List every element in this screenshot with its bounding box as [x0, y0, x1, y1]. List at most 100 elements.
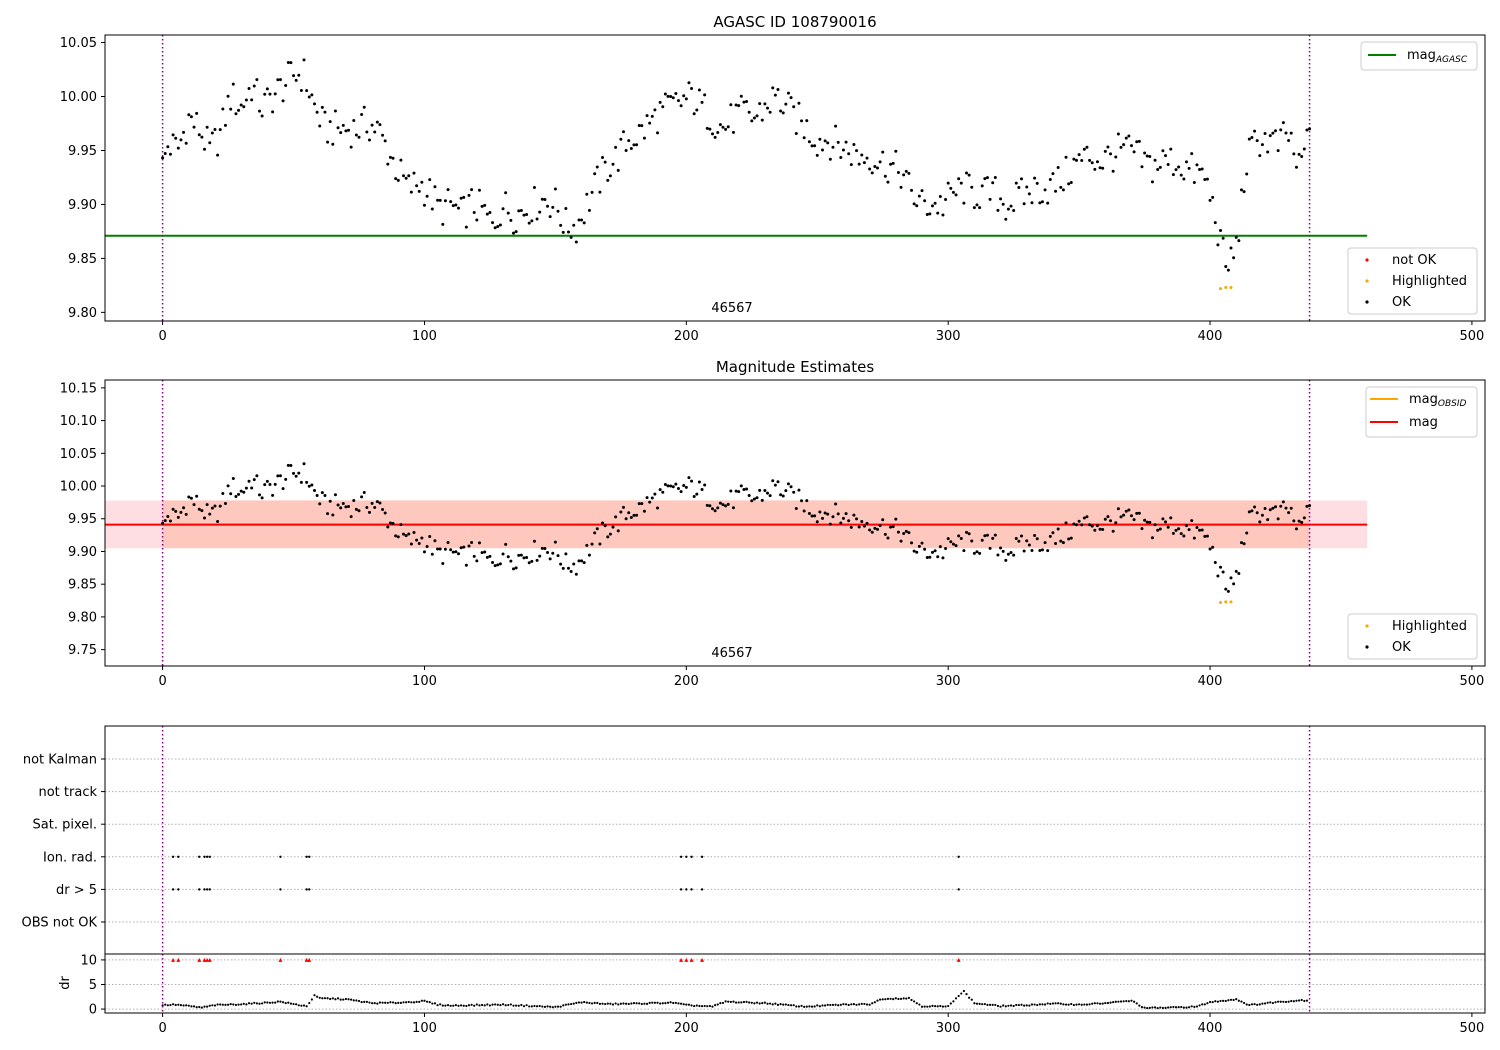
dr-clipped-marker-0 [171, 957, 176, 962]
ok-point-37 [257, 493, 261, 497]
dr-point-427 [1279, 1000, 1282, 1003]
ok-point-256 [831, 145, 835, 149]
ok-point-180 [632, 143, 636, 147]
ok-point-309 [970, 185, 974, 189]
ok-point-387 [1174, 528, 1178, 532]
ok-point-54 [302, 462, 306, 466]
ok-point-421 [1263, 506, 1267, 510]
ok-point-296 [936, 555, 940, 559]
ok-point-352 [1082, 516, 1086, 520]
ok-point-300 [946, 537, 950, 541]
dr-point-434 [1297, 999, 1301, 1002]
ok-point-257 [834, 502, 838, 506]
dr-point-289 [918, 1003, 921, 1006]
dr-point-351 [1080, 1003, 1083, 1006]
ok-point-177 [624, 148, 628, 152]
ok-point-28 [234, 494, 238, 498]
ok-point-171 [608, 532, 612, 536]
ok-point-431 [1289, 131, 1293, 135]
dr-tick-label-1: 5 [89, 978, 97, 993]
ok-point-185 [645, 496, 649, 500]
flag-point-3-4 [205, 855, 209, 858]
ok-point-103 [430, 552, 434, 556]
dr-point-223 [745, 1000, 748, 1003]
dr-point-33 [247, 1002, 251, 1005]
dr-point-157 [572, 1002, 575, 1005]
ok-point-216 [726, 502, 730, 506]
ok-point-306 [962, 549, 966, 553]
ok-point-71 [347, 504, 351, 508]
ok-point-402 [1213, 221, 1217, 225]
dr-point-384 [1167, 1006, 1170, 1009]
dr-point-170 [606, 1002, 609, 1005]
ok-point-81 [373, 506, 377, 510]
ok-point-268 [862, 524, 866, 528]
ok-point-129 [498, 223, 502, 227]
dr-point-304 [957, 994, 960, 998]
flag-point-4-1 [177, 888, 180, 891]
dr-point-131 [504, 1004, 507, 1007]
ok-point-286 [910, 188, 914, 192]
ok-point-278 [889, 162, 893, 166]
dr-point-343 [1059, 1002, 1062, 1005]
ok-point-160 [580, 218, 584, 222]
ok-point-408 [1229, 576, 1233, 580]
ok-point-422 [1266, 150, 1270, 154]
ok-point-16 [203, 147, 207, 151]
ok-point-226 [752, 116, 756, 120]
ok-point-429 [1284, 506, 1288, 510]
ok-point-89 [394, 534, 398, 538]
ok-point-215 [724, 504, 728, 508]
ok-point-144 [538, 554, 542, 558]
legend-mag-agasc-label: magAGASC [1407, 48, 1468, 65]
dr-point-184 [643, 1002, 646, 1005]
x-tick-label-2: 200 [674, 1021, 699, 1036]
dr-point-71 [347, 998, 350, 1001]
ok-point-413 [1242, 542, 1246, 546]
dr-point-306 [962, 989, 965, 993]
dr-point-330 [1025, 1004, 1028, 1007]
dr-point-366 [1119, 1000, 1123, 1003]
dr-point-167 [598, 1002, 602, 1005]
dr-point-417 [1253, 1002, 1256, 1006]
dr-point-166 [596, 1001, 599, 1005]
dr-point-26 [229, 1002, 232, 1006]
ok-point-401 [1211, 195, 1215, 199]
ok-point-394 [1192, 181, 1196, 185]
dr-point-199 [682, 1003, 685, 1006]
dr-point-350 [1078, 1003, 1081, 1006]
ok-point-359 [1101, 166, 1105, 170]
ok-point-211 [713, 509, 717, 513]
dr-point-393 [1190, 1005, 1193, 1008]
dr-point-256 [831, 1003, 835, 1006]
ok-point-237 [781, 111, 785, 115]
ok-point-212 [716, 131, 720, 135]
ok-point-365 [1116, 132, 1120, 136]
flag-point-3-9 [679, 855, 683, 858]
ok-point-7 [179, 138, 183, 142]
dr-point-90 [397, 1001, 400, 1004]
ok-point-64 [328, 120, 332, 124]
ok-point-437 [1305, 504, 1309, 508]
dr-point-280 [894, 997, 897, 1000]
ok-point-370 [1129, 144, 1133, 148]
dr-point-406 [1224, 999, 1227, 1003]
ok-point-429 [1284, 131, 1288, 135]
dr-point-101 [425, 1000, 429, 1003]
dr-point-297 [939, 1004, 942, 1008]
dr-point-415 [1248, 1003, 1251, 1007]
ok-point-323 [1006, 552, 1010, 556]
estimates-panel-plot: 0 100 200 300 400 500 9.75 9.80 9.85 9.90 9.95 10.0… [60, 379, 1486, 689]
ok-point-322 [1004, 558, 1008, 562]
ok-point-200 [684, 97, 688, 101]
ok-point-417 [1253, 129, 1257, 133]
ok-point-9 [184, 512, 188, 516]
flag-point-3-5 [208, 855, 211, 858]
dr-point-380 [1156, 1006, 1159, 1010]
ok-point-354 [1088, 158, 1092, 162]
dr-point-20 [213, 1004, 217, 1007]
dr-point-151 [556, 1005, 560, 1008]
flag-point-3-13 [957, 855, 960, 858]
ok-point-390 [1182, 534, 1186, 538]
dr-point-35 [253, 1001, 256, 1004]
